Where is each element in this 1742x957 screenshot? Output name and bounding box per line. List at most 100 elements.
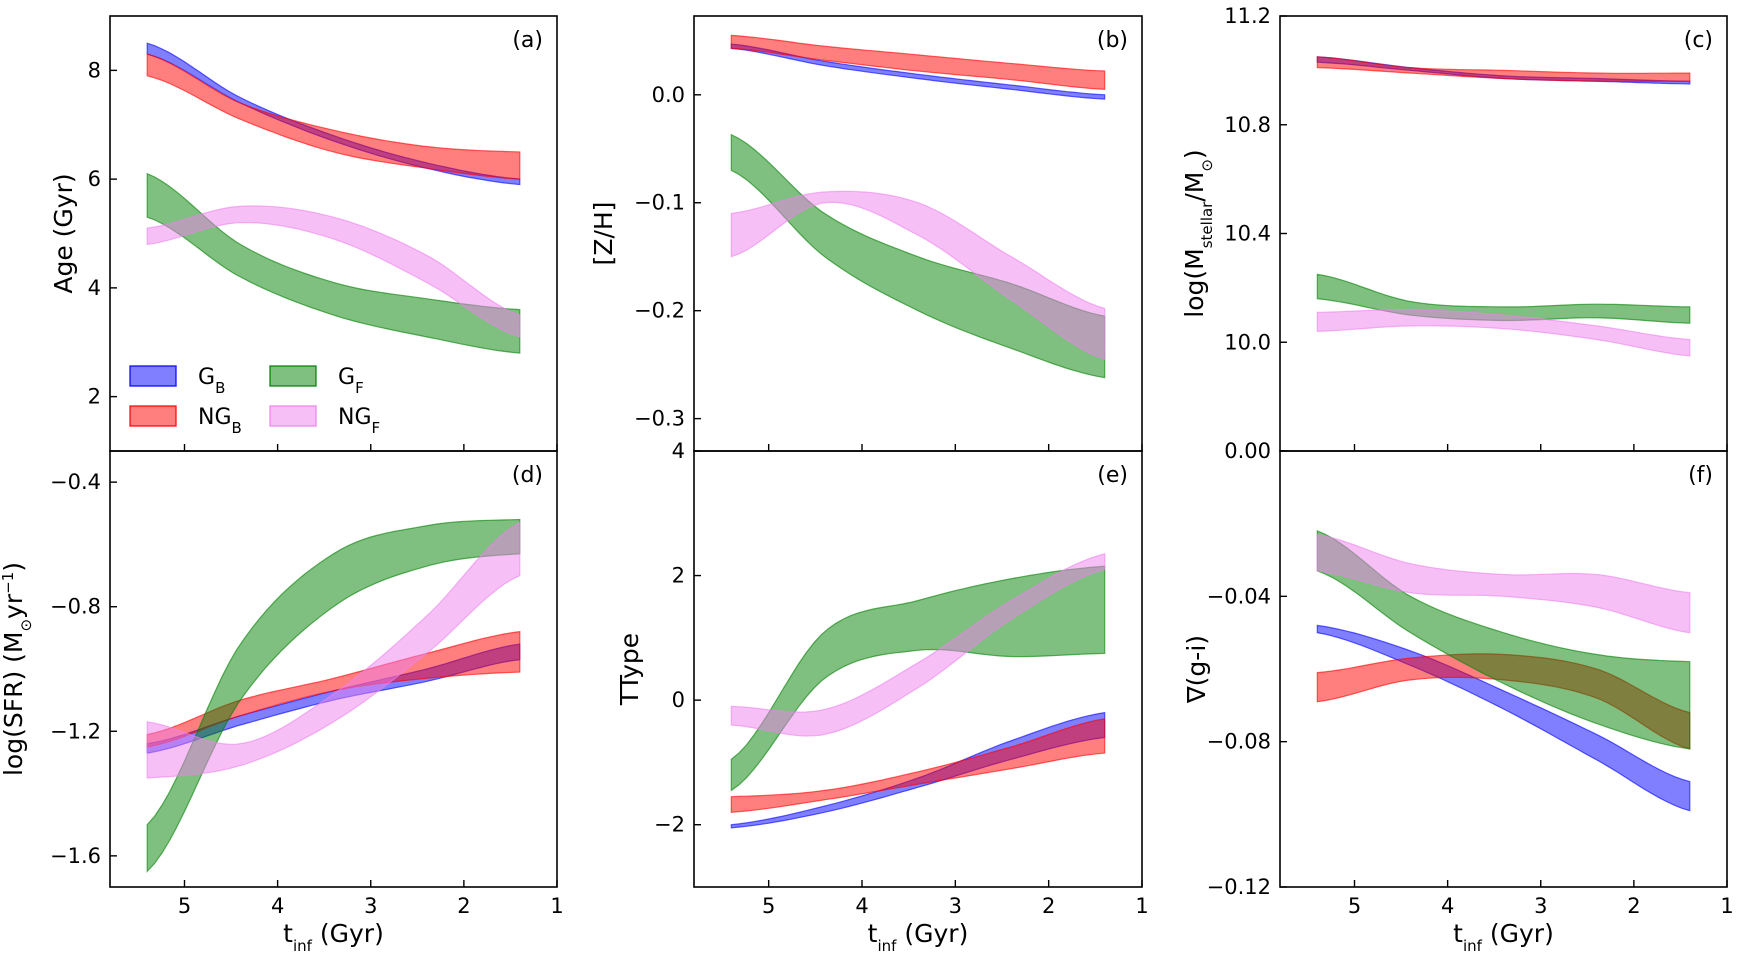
legend-label-sub: B [215,379,225,397]
panel-d: 5 4 3 2 1 −1.6 −1.2 −0.8 −0.4 (d) log(SFR) (M⊙yr−1… [0,450,564,955]
y-axis-label-part: −1 [0,572,17,594]
y-axis-label: log(SFR) (M⊙yr−1) [0,562,35,776]
x-tick-label: 5 [178,894,191,918]
y-tick-label: 2 [672,564,685,588]
bands [146,42,521,354]
legend-label: GB [198,365,225,397]
legend-label: NGF [338,405,380,437]
legend-label-base: G [338,365,355,390]
band-g-b [730,43,1106,100]
x-tick-label: 3 [364,894,377,918]
legend-label-sub: F [372,419,381,437]
y-axis-label-part: log(M [1180,248,1209,317]
band-ng-b [1316,56,1691,83]
y-tick-label: 8 [88,58,101,82]
band-ng-b [730,34,1106,91]
panel-label: (c) [1684,28,1713,53]
y-axis-label: ∇(g-i) [1182,635,1211,704]
legend-label-base: NG [198,405,232,430]
panel-label: (f) [1688,463,1713,488]
y-axis-label-part: ) [0,562,28,572]
y-axis-label: log(Mstellar/M⊙) [1180,149,1216,317]
x-tick-label: 4 [855,894,868,918]
band-ng-f [1316,309,1691,357]
y-axis-label-part: yr [0,593,28,619]
band-g-f [730,133,1106,379]
y-tick-label: −2 [654,813,685,837]
y-axis-label-part: ⊙ [17,619,35,632]
y-axis-label: TType [615,633,644,706]
bands [146,518,521,873]
x-axis-label-part: t [1453,919,1463,948]
x-tick-label: 2 [1627,894,1640,918]
y-tick-label: −1.2 [50,719,101,743]
legend-label-base: NG [338,405,372,430]
x-axis-label-part: (Gyr) [1482,919,1554,948]
y-tick-label: 11.2 [1224,4,1271,28]
x-axis-label-part: inf [293,937,313,955]
legend-swatch [269,405,317,427]
y-axis-label-part: ⊙ [1198,159,1216,172]
x-axis-label-part: (Gyr) [312,919,384,948]
y-tick-label: 0.00 [1224,439,1271,463]
x-axis-label-part: t [868,919,878,948]
band-ng-b [146,53,521,180]
x-axis-label: tinf (Gyr) [1453,919,1554,955]
x-tick-label: 1 [1135,894,1148,918]
legend-label-sub: B [232,419,242,437]
y-tick-label: −0.1 [634,191,685,215]
y-tick-label: 10.4 [1224,222,1271,246]
band-ng-f [146,521,521,779]
axes-frame [693,450,1143,888]
legend-swatch [129,405,177,427]
legend-label-base: G [198,365,215,390]
y-tick-label: −0.8 [50,595,101,619]
band-ng-b [730,718,1106,813]
bands [730,553,1106,829]
y-axis-label-part: stellar [1198,201,1216,248]
band-ng-f [730,553,1106,737]
y-tick-label: 2 [88,385,101,409]
panel-label: (a) [512,28,543,53]
band-ng-f [146,205,521,338]
y-axis-label-part: log(SFR) (M [0,632,28,777]
panel-label: (d) [512,463,543,488]
x-axis-label-part: inf [1463,937,1483,955]
x-tick-label: 3 [949,894,962,918]
y-tick-label: −0.4 [50,470,101,494]
y-axis-label: [Z/H] [589,202,618,266]
legend-label-sub: F [355,379,364,397]
x-tick-label: 1 [550,894,563,918]
x-tick-label: 3 [1534,894,1547,918]
y-tick-label: 4 [672,439,685,463]
band-g-f [730,565,1106,792]
x-axis-label: tinf (Gyr) [868,919,969,955]
y-tick-label: 0 [672,688,685,712]
y-axis-label-part: /M [1180,172,1209,202]
x-tick-label: 4 [1441,894,1454,918]
y-tick-label: 10.0 [1224,330,1271,354]
bands [1316,56,1691,357]
panel-e: 5 4 3 2 1 −2 0 2 4 (e) TType tinf (Gyr) [615,439,1149,955]
y-tick-label: −0.04 [1207,584,1271,608]
panel-a: 2 4 6 8 (a) Age (Gyr) [49,15,558,452]
y-tick-label: 0.0 [652,83,685,107]
y-tick-label: 4 [88,276,101,300]
y-tick-label: −0.12 [1207,875,1271,899]
x-tick-label: 2 [1042,894,1055,918]
band-ng-b [146,630,521,748]
legend-swatch [129,365,177,387]
panel-label: (b) [1097,28,1128,53]
panel-c: 10.0 10.4 10.8 11.2 (c) log(Mstellar/M⊙) [1180,4,1728,452]
band-g-f [1316,529,1691,750]
y-axis-label: Age (Gyr) [49,173,78,293]
x-axis-label: tinf (Gyr) [283,919,384,955]
x-tick-label: 2 [457,894,470,918]
panel-f: 5 4 3 2 1 −0.12 −0.08 −0.04 0.00 (f) ∇(g-i) tinf (G… [1182,439,1734,955]
panel-label: (e) [1097,463,1128,488]
y-tick-label: −1.6 [50,844,101,868]
y-tick-label: −0.2 [634,299,685,323]
legend-label: NGB [198,405,242,437]
x-tick-label: 1 [1720,894,1733,918]
